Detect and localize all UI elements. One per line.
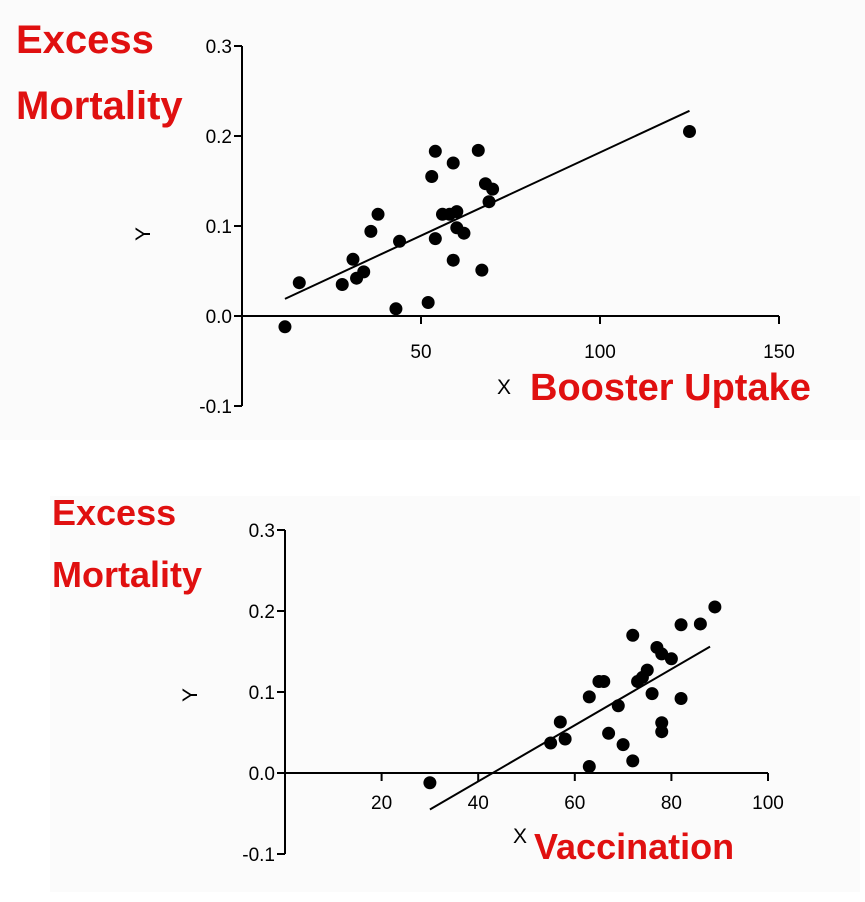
- data-point: [486, 182, 500, 196]
- chart-panel-booster: -0.1 0.0 0.1 0.2 0.3 50 100 150 Y X Excess Mortalit…: [0, 0, 865, 440]
- data-point: [708, 600, 722, 614]
- data-point: [421, 296, 435, 309]
- vaccination-scatter-chart: -0.1 0.0 0.1 0.2 0.3 20 40 60 80 100 Y X Excess Morta…: [52, 496, 784, 867]
- y-tick-label: 0.3: [249, 521, 275, 542]
- data-point: [611, 699, 625, 713]
- data-point: [626, 628, 640, 642]
- data-point: [457, 226, 471, 240]
- data-point: [371, 207, 385, 221]
- booster-scatter-chart: -0.1 0.0 0.1 0.2 0.3 50 100 150 Y X Excess Mortalit…: [16, 18, 811, 418]
- data-point: [674, 618, 688, 632]
- data-point: [558, 732, 572, 746]
- y-axis-letter: Y: [132, 227, 155, 241]
- data-point: [446, 253, 460, 267]
- data-point: [582, 690, 596, 704]
- x-tick-label: 50: [410, 342, 431, 363]
- data-point: [602, 726, 616, 740]
- x-annotation: Booster Uptake: [530, 367, 811, 409]
- data-point: [335, 278, 349, 291]
- y-tick-label: 0.1: [249, 683, 275, 704]
- x-axis-letter: X: [513, 825, 527, 848]
- data-point: [389, 302, 403, 316]
- data-point: [364, 224, 378, 238]
- y-tick-label: 0.3: [206, 37, 232, 58]
- data-point: [475, 263, 489, 277]
- data-point: [626, 754, 640, 768]
- x-tick-label: 40: [468, 793, 489, 814]
- data-point: [640, 663, 654, 677]
- data-point: [553, 715, 567, 729]
- y-annotation-line: Mortality: [52, 554, 202, 595]
- y-tick-label: -0.1: [242, 845, 275, 866]
- data-point: [393, 234, 407, 248]
- y-tick-label: 0.0: [206, 307, 232, 328]
- data-point: [428, 144, 442, 158]
- data-point: [645, 687, 659, 701]
- y-tick-label: 0.2: [206, 127, 232, 148]
- x-tick-label: 150: [763, 342, 795, 363]
- data-point: [482, 195, 496, 209]
- data-point: [597, 674, 611, 688]
- data-point: [428, 232, 442, 246]
- data-point: [544, 736, 558, 750]
- chart-panel-vaccination: -0.1 0.0 0.1 0.2 0.3 20 40 60 80 100 Y X Excess Morta…: [50, 496, 860, 892]
- data-point: [346, 252, 360, 266]
- data-point: [292, 276, 306, 290]
- y-annotation-line: Excess: [52, 496, 176, 533]
- data-point: [423, 776, 437, 790]
- data-point: [278, 320, 292, 334]
- data-point: [446, 156, 460, 170]
- data-point: [582, 760, 596, 774]
- data-point: [655, 647, 669, 661]
- y-tick-label: 0.1: [206, 217, 232, 238]
- data-point: [450, 205, 464, 219]
- y-axis-letter: Y: [179, 688, 202, 702]
- y-annotation-line: Mortality: [16, 84, 183, 128]
- y-tick-label: 0.2: [249, 602, 275, 623]
- y-tick-label: 0.0: [249, 764, 275, 785]
- x-annotation: Vaccination: [534, 826, 734, 867]
- data-point: [655, 725, 669, 739]
- data-point: [664, 652, 678, 666]
- data-point: [425, 170, 439, 183]
- x-tick-label: 100: [584, 342, 616, 363]
- x-axis-letter: X: [497, 376, 511, 399]
- regression-line: [429, 645, 711, 811]
- data-point: [616, 738, 630, 752]
- y-tick-label: -0.1: [199, 397, 232, 418]
- data-point: [674, 691, 688, 705]
- data-point: [471, 143, 485, 157]
- y-annotation-line: Excess: [16, 18, 154, 62]
- data-point: [693, 617, 707, 631]
- x-tick-label: 80: [661, 793, 682, 814]
- x-tick-label: 100: [752, 793, 784, 814]
- x-tick-label: 20: [371, 793, 392, 814]
- data-point: [655, 716, 669, 730]
- data-point: [683, 125, 696, 138]
- x-tick-label: 60: [564, 793, 585, 814]
- data-point: [357, 265, 371, 279]
